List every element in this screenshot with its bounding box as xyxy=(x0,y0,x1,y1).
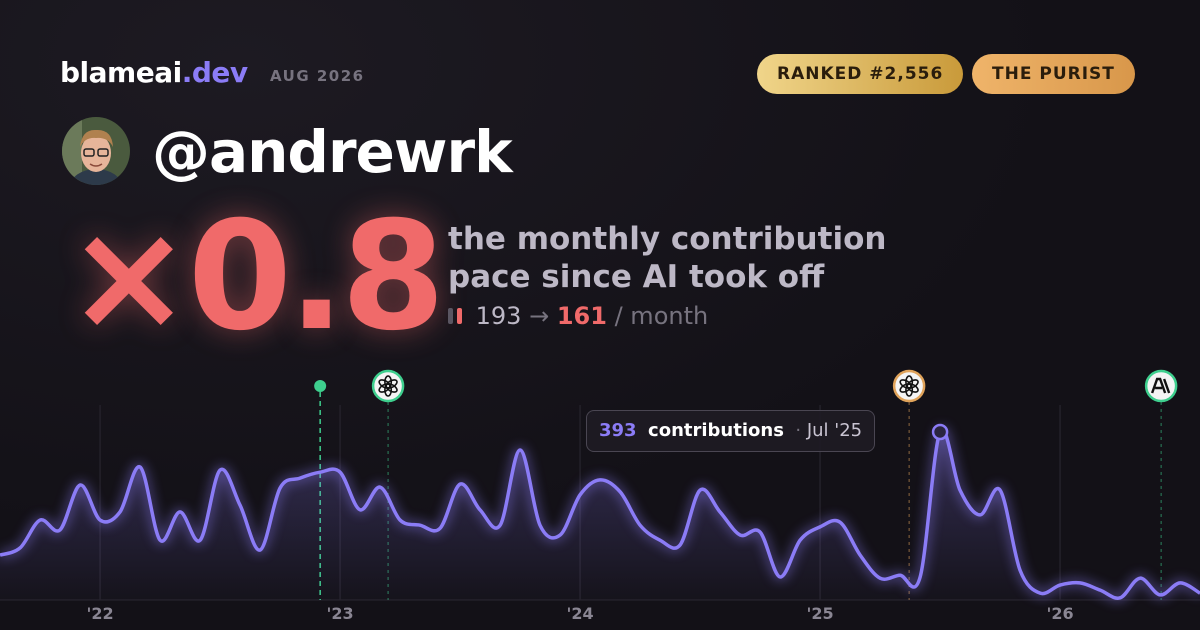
avatar-image xyxy=(62,117,130,185)
x-tick-label: '25 xyxy=(806,604,833,623)
event-icon xyxy=(1150,377,1171,394)
event-icon xyxy=(378,375,398,397)
brand-name: blameai xyxy=(60,56,182,89)
tooltip: 393 contributions · Jul '25 xyxy=(586,410,876,452)
line xyxy=(0,427,1200,600)
pace-before: 193 xyxy=(475,302,522,330)
event-dot xyxy=(314,380,327,392)
date: AUG 2026 xyxy=(270,67,365,85)
pace-unit: / month xyxy=(614,302,709,330)
event-badge xyxy=(1144,369,1178,403)
area xyxy=(0,429,1200,600)
badge: RANKED #2,556 xyxy=(757,54,964,94)
x-tick-label: '22 xyxy=(86,604,113,623)
description-line: the monthly contribution xyxy=(448,221,887,257)
tooltip-value: 393 xyxy=(599,420,637,441)
highlight-point xyxy=(931,423,949,441)
pace-icon xyxy=(448,308,462,324)
x-tick-label: '26 xyxy=(1046,604,1073,623)
brand: blameai.dev xyxy=(60,56,248,89)
event-badge xyxy=(371,369,405,403)
brand-suffix: .dev xyxy=(181,56,248,89)
icon-petal xyxy=(378,379,391,389)
description: the monthly contribution pace since AI to… xyxy=(448,220,886,296)
pace-after: 161 xyxy=(556,302,607,330)
x-tick-label: '23 xyxy=(326,604,353,623)
badge: THE PURIST xyxy=(972,54,1135,94)
event-icon xyxy=(899,375,919,397)
tooltip-date: Jul '25 xyxy=(806,420,863,441)
pace-arrow: → xyxy=(529,302,550,330)
event-badge xyxy=(892,369,926,403)
tooltip-label: contributions xyxy=(648,420,784,441)
description-line: pace since AI took off xyxy=(448,259,825,295)
x-tick-label: '24 xyxy=(566,604,593,623)
icon-petal xyxy=(899,379,912,389)
pace: 193 → 161 / month xyxy=(448,302,708,330)
multiplier: ×0.8 xyxy=(66,190,445,364)
handle: @andrewrk xyxy=(152,118,513,186)
avatar xyxy=(62,117,130,185)
